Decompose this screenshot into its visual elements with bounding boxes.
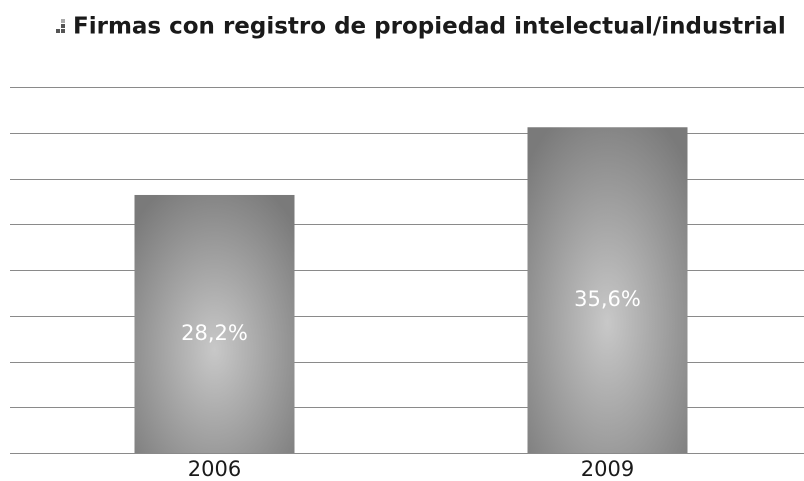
bar [134, 194, 295, 453]
value-label: 28,2% [181, 321, 248, 345]
value-label: 35,6% [574, 287, 641, 311]
bar [527, 127, 688, 453]
x-tick-label: 2009 [581, 457, 634, 481]
title-icon [56, 19, 65, 33]
x-tick-label: 2006 [188, 457, 241, 481]
chart-title: Firmas con registro de propiedad intelec… [73, 14, 786, 40]
